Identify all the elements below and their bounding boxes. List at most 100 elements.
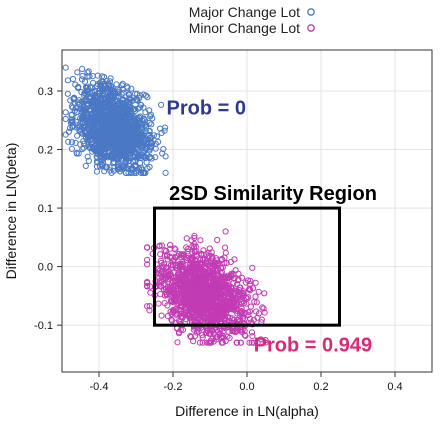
point-major-change-lot <box>120 163 127 170</box>
similarity-region-box <box>153 206 341 327</box>
point-minor-change-lot <box>184 304 191 311</box>
point-minor-change-lot <box>187 264 194 271</box>
point-major-change-lot <box>136 114 143 121</box>
point-major-change-lot <box>131 153 139 160</box>
point-major-change-lot <box>116 138 123 145</box>
point-major-change-lot <box>130 144 137 151</box>
point-major-change-lot <box>162 153 169 160</box>
point-minor-change-lot <box>144 278 151 285</box>
point-minor-change-lot <box>174 339 181 346</box>
point-minor-change-lot <box>247 277 254 285</box>
point-minor-change-lot <box>219 278 226 285</box>
x-axis-ticks: -0.4 -0.2 0.0 0.2 0.4 <box>90 372 403 393</box>
x-tick-label: 0.4 <box>387 381 402 393</box>
y-tick-label: 0.0 <box>38 262 53 274</box>
point-major-change-lot <box>100 144 107 152</box>
point-minor-change-lot <box>222 228 229 235</box>
point-minor-change-lot <box>157 283 164 290</box>
point-major-change-lot <box>109 121 116 128</box>
point-minor-change-lot <box>191 263 198 270</box>
point-major-change-lot <box>129 128 136 135</box>
point-major-change-lot <box>128 85 135 92</box>
point-major-change-lot <box>146 163 153 171</box>
point-major-change-lot <box>80 138 87 145</box>
point-minor-change-lot <box>193 274 200 281</box>
point-major-change-lot <box>82 96 89 103</box>
point-minor-change-lot <box>146 303 153 310</box>
point-major-change-lot <box>62 131 69 138</box>
point-major-change-lot <box>62 64 69 71</box>
point-major-change-lot <box>90 109 97 116</box>
point-minor-change-lot <box>246 286 253 293</box>
point-major-change-lot <box>110 128 117 135</box>
point-minor-change-lot <box>165 268 172 275</box>
point-minor-change-lot <box>180 261 187 268</box>
point-minor-change-lot <box>193 292 200 299</box>
point-major-change-lot <box>104 103 111 110</box>
point-major-change-lot <box>107 104 114 111</box>
point-minor-change-lot <box>235 276 242 283</box>
point-minor-change-lot <box>199 339 206 346</box>
point-minor-change-lot <box>219 339 226 346</box>
y-axis-ticks: -0.1 0.0 0.1 0.2 0.3 <box>34 86 62 332</box>
point-minor-change-lot <box>261 290 268 297</box>
point-minor-change-lot <box>181 291 188 298</box>
point-major-change-lot <box>132 120 139 127</box>
point-minor-change-lot <box>174 301 181 308</box>
x-tick-label: -0.4 <box>90 381 109 393</box>
point-major-change-lot <box>98 161 106 169</box>
point-minor-change-lot <box>260 305 267 312</box>
point-major-change-lot <box>122 169 130 176</box>
point-minor-change-lot <box>168 298 175 305</box>
point-minor-change-lot <box>237 327 244 334</box>
point-minor-change-lot <box>206 267 213 274</box>
point-minor-change-lot <box>189 309 196 316</box>
point-major-change-lot <box>123 115 130 122</box>
point-major-change-lot <box>74 69 81 76</box>
point-minor-change-lot <box>221 260 228 267</box>
point-minor-change-lot <box>199 331 206 339</box>
point-major-change-lot <box>135 152 142 159</box>
point-major-change-lot <box>92 98 99 105</box>
point-major-change-lot <box>62 109 69 116</box>
point-major-change-lot <box>159 150 166 157</box>
point-major-change-lot <box>70 96 77 103</box>
point-major-change-lot <box>64 90 71 97</box>
point-major-change-lot <box>92 135 99 142</box>
point-minor-change-lot <box>191 232 198 239</box>
point-major-change-lot <box>89 79 97 86</box>
point-major-change-lot <box>140 91 147 98</box>
point-major-change-lot <box>143 159 150 166</box>
point-major-change-lot <box>134 90 141 97</box>
point-minor-change-lot <box>214 257 221 264</box>
annotation-prob-major: Prob = 0 <box>167 97 246 119</box>
point-minor-change-lot <box>175 271 182 278</box>
legend: Major Change Lot Minor Change Lot <box>189 4 315 36</box>
point-major-change-lot <box>138 166 145 173</box>
point-minor-change-lot <box>213 298 220 305</box>
point-minor-change-lot <box>255 288 262 295</box>
point-major-change-lot <box>160 146 167 153</box>
legend-marker-minor <box>307 24 315 32</box>
point-major-change-lot <box>123 137 130 144</box>
point-minor-change-lot <box>248 329 256 336</box>
point-major-change-lot <box>94 72 101 79</box>
point-major-change-lot <box>90 115 97 122</box>
point-major-change-lot <box>140 115 147 123</box>
point-major-change-lot <box>69 104 76 111</box>
point-minor-change-lot <box>210 271 217 278</box>
point-minor-change-lot <box>232 303 239 310</box>
point-major-change-lot <box>133 168 140 175</box>
point-major-change-lot <box>133 139 140 146</box>
point-major-change-lot <box>62 115 69 123</box>
point-major-change-lot <box>96 79 104 87</box>
point-major-change-lot <box>134 105 141 112</box>
point-major-change-lot <box>69 119 76 126</box>
point-minor-change-lot <box>191 234 198 242</box>
point-minor-change-lot <box>168 316 175 323</box>
point-major-change-lot <box>106 153 113 160</box>
point-major-change-lot <box>96 127 103 134</box>
point-minor-change-lot <box>183 244 190 251</box>
point-minor-change-lot <box>201 256 208 263</box>
point-minor-change-lot <box>214 315 221 322</box>
